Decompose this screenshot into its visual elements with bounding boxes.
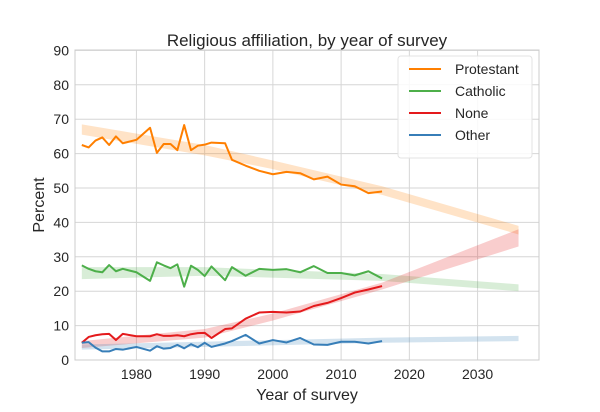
- y-tick-label: 40: [53, 214, 69, 230]
- legend-label-protestant: Protestant: [455, 61, 519, 77]
- x-tick-label: 2010: [326, 366, 357, 382]
- x-tick-label: 2000: [257, 366, 288, 382]
- y-tick-label: 90: [53, 42, 69, 58]
- y-tick-label: 10: [53, 318, 69, 334]
- prediction-bands: [81, 124, 519, 350]
- y-axis-label: Percent: [31, 177, 48, 233]
- x-tick-label: 1980: [121, 366, 152, 382]
- none-prediction-band: [81, 229, 519, 348]
- tick-labels: 1980 1990 2000 2010 2020 20300102030405060708…: [53, 42, 493, 382]
- y-tick-label: 60: [53, 146, 69, 162]
- legend-label-none: None: [455, 105, 489, 121]
- y-tick-label: 30: [53, 249, 69, 265]
- y-tick-label: 0: [61, 352, 69, 368]
- protestant-prediction-band: [81, 124, 519, 235]
- none-line: [81, 285, 383, 344]
- x-tick-label: 2030: [462, 366, 493, 382]
- legend: Protestant Catholic None Other: [397, 55, 533, 159]
- y-tick-label: 20: [53, 283, 69, 299]
- x-tick-label: 2020: [394, 366, 425, 382]
- legend-box: [397, 55, 533, 159]
- y-tick-label: 70: [53, 111, 69, 127]
- catholic-prediction-band: [81, 267, 519, 292]
- series-lines: [81, 124, 383, 353]
- legend-label-other: Other: [455, 127, 490, 143]
- chart-title: Religious affiliation, by year of survey: [167, 31, 448, 50]
- other-prediction-band: [81, 335, 519, 350]
- y-tick-label: 80: [53, 77, 69, 93]
- x-tick-label: 1990: [189, 366, 220, 382]
- x-axis-label: Year of survey: [256, 387, 358, 404]
- y-tick-label: 50: [53, 180, 69, 196]
- legend-label-catholic: Catholic: [455, 83, 506, 99]
- plot-frame: [74, 49, 540, 361]
